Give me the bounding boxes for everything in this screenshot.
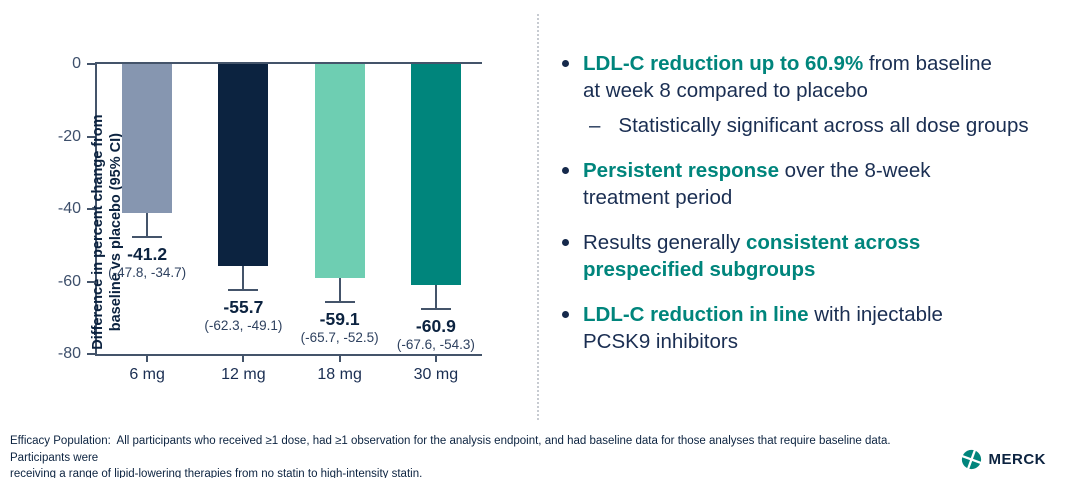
y-tick-label: 0 bbox=[72, 55, 81, 72]
y-tick-mark bbox=[87, 63, 95, 65]
error-whisker-18-mg bbox=[338, 278, 341, 303]
bullet-dot bbox=[562, 311, 569, 318]
highlight-text: LDL-C reduction up to 60.9% bbox=[583, 52, 869, 75]
merck-logo: MERCK bbox=[960, 449, 1047, 470]
bar-30-mg bbox=[410, 64, 461, 285]
bar-18-mg bbox=[314, 64, 365, 279]
y-tick-label: -40 bbox=[57, 200, 81, 217]
plain-text: over the 8-week treatment period bbox=[583, 159, 931, 209]
footnote: Efficacy Population: All participants wh… bbox=[10, 435, 891, 478]
y-tick-mark bbox=[87, 353, 95, 355]
list-item: LDL-C reduction up to 60.9% from baselin… bbox=[562, 50, 1032, 104]
ldlc-dose-response-bar-chart: Difference in percent change from baseli… bbox=[30, 40, 510, 400]
plain-text: with injectable PCSK9 inhibitors bbox=[583, 303, 943, 353]
value-label-18-mg: -59.1 bbox=[319, 309, 360, 330]
x-tick-label-30-mg: 30 mg bbox=[413, 366, 459, 383]
bullet-dot bbox=[562, 239, 569, 246]
ci-label-12-mg: (-62.3, -49.1) bbox=[204, 317, 283, 333]
y-tick-label: -20 bbox=[57, 127, 81, 145]
error-cap-12-mg bbox=[228, 288, 259, 291]
ci-label-6-mg: (-47.8, -34.7) bbox=[108, 265, 187, 281]
x-tick-label-6-mg: 6 mg bbox=[129, 366, 165, 383]
x-tick-mark-18-mg bbox=[338, 354, 341, 362]
bar-6-mg bbox=[122, 64, 173, 214]
sub-list-item: – Statistically significant across all d… bbox=[562, 112, 1032, 139]
y-tick-label: -80 bbox=[57, 345, 81, 362]
ci-label-30-mg: (-67.6, -54.3) bbox=[396, 337, 475, 353]
bar-12-mg bbox=[218, 64, 269, 266]
error-cap-6-mg bbox=[132, 236, 163, 239]
list-item: Persistent response over the 8-week trea… bbox=[562, 157, 1032, 211]
bullet-text: Results generally consistent across pres… bbox=[583, 229, 920, 283]
highlight-text: LDL-C reduction in line bbox=[583, 303, 815, 326]
error-cap-18-mg bbox=[324, 301, 355, 304]
plain-text: from baseline at week 8 compared to plac… bbox=[583, 52, 992, 102]
merck-logo-icon bbox=[960, 449, 982, 470]
y-tick-label: -60 bbox=[57, 272, 81, 290]
x-tick-mark-6-mg bbox=[146, 354, 149, 362]
error-whisker-6-mg bbox=[146, 213, 149, 238]
x-tick-mark-30-mg bbox=[434, 354, 437, 362]
y-tick-mark bbox=[87, 208, 95, 210]
bullet-text: Persistent response over the 8-week trea… bbox=[583, 157, 931, 211]
highlight-text: Persistent response bbox=[583, 159, 785, 182]
value-label-30-mg: -60.9 bbox=[415, 316, 456, 337]
x-tick-mark-12-mg bbox=[242, 354, 245, 362]
key-points-list: LDL-C reduction up to 60.9% from baselin… bbox=[562, 50, 1032, 373]
value-label-6-mg: -41.2 bbox=[127, 244, 168, 265]
y-axis-label: Difference in percent change from baseli… bbox=[89, 114, 124, 350]
bullet-dot bbox=[562, 167, 569, 174]
sub-bullet-dash: – bbox=[589, 114, 601, 137]
y-tick-mark bbox=[87, 280, 95, 283]
bullet-dot bbox=[562, 60, 569, 67]
y-tick-mark bbox=[87, 135, 95, 138]
list-item: LDL-C reduction in line with injectable … bbox=[562, 301, 1032, 355]
merck-logo-text: MERCK bbox=[988, 451, 1046, 468]
list-item: Results generally consistent across pres… bbox=[562, 229, 1032, 283]
x-tick-label-12-mg: 12 mg bbox=[221, 366, 266, 383]
bullet-text: LDL-C reduction in line with injectable … bbox=[583, 301, 943, 355]
plain-text: Results generally bbox=[583, 231, 746, 254]
sub-bullet-text: Statistically significant across all dos… bbox=[618, 114, 1029, 137]
ci-label-18-mg: (-65.7, -52.5) bbox=[300, 330, 379, 346]
x-tick-label-18-mg: 18 mg bbox=[317, 366, 362, 383]
error-cap-30-mg bbox=[420, 308, 451, 311]
plot-area: Difference in percent change from baseli… bbox=[58, 55, 482, 383]
highlight-text: consistent across prespecified subgroups bbox=[583, 231, 921, 281]
divider-dotted bbox=[537, 14, 539, 420]
bullet-text: LDL-C reduction up to 60.9% from baselin… bbox=[583, 50, 992, 104]
error-whisker-30-mg bbox=[434, 284, 437, 310]
error-whisker-12-mg bbox=[242, 265, 245, 290]
value-label-12-mg: -55.7 bbox=[223, 296, 264, 317]
